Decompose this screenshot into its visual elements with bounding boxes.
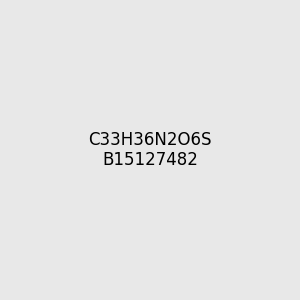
Text: C33H36N2O6S
B15127482: C33H36N2O6S B15127482 — [88, 130, 212, 170]
